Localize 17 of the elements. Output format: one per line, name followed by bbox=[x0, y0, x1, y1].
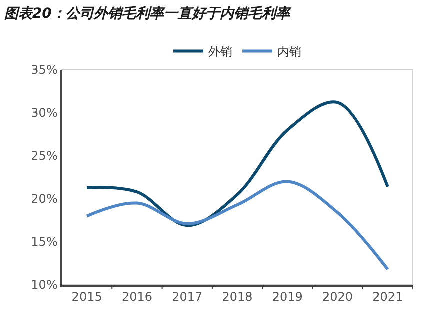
x-tick-label: 2016 bbox=[122, 290, 152, 304]
legend-label: 内销 bbox=[278, 44, 302, 59]
chart-title: 图表20：公司外销毛利率一直好于内销毛利率 bbox=[4, 4, 292, 22]
x-tick-label: 2018 bbox=[222, 290, 253, 304]
y-tick-label: 35% bbox=[31, 63, 58, 78]
x-tick-label: 2015 bbox=[72, 290, 102, 304]
y-tick-label: 30% bbox=[31, 106, 58, 120]
y-tick-label: 15% bbox=[31, 235, 58, 250]
y-tick-label: 25% bbox=[31, 149, 58, 164]
x-tick-label: 2020 bbox=[322, 290, 354, 304]
line-series bbox=[86, 180, 390, 272]
x-tick-label: 2021 bbox=[372, 290, 404, 304]
y-tick-label: 20% bbox=[31, 192, 58, 206]
x-tick-label: 2019 bbox=[272, 290, 303, 304]
y-tick-label: 10% bbox=[31, 278, 58, 292]
x-tick-label: 2017 bbox=[172, 290, 203, 304]
legend-label: 外销 bbox=[208, 44, 232, 59]
